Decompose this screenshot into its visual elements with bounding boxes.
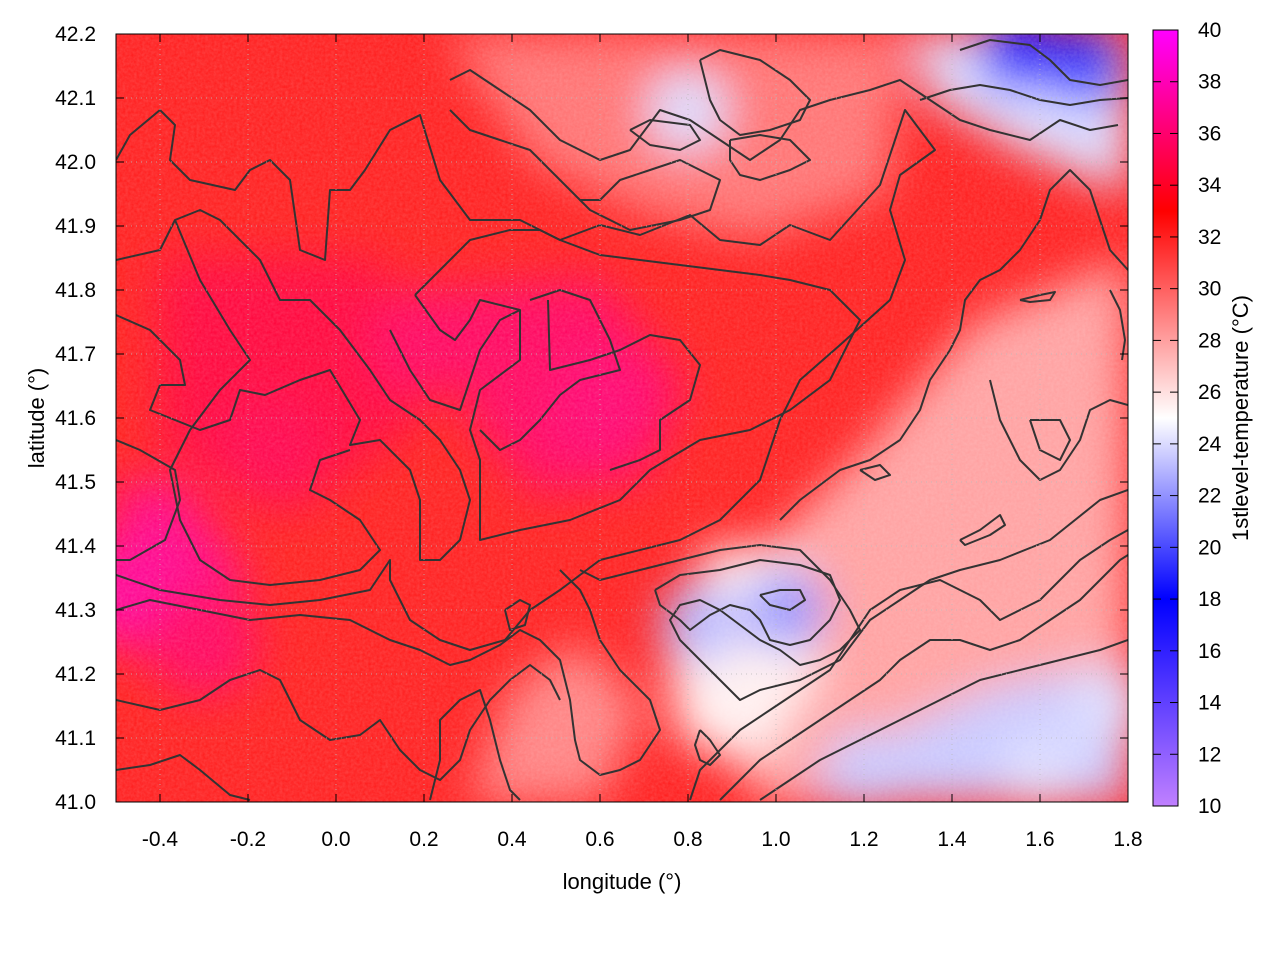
colorbar-tick-label: 36 (1198, 122, 1221, 145)
x-tick-label: 0.6 (585, 828, 614, 851)
x-tick-label: 1.2 (849, 828, 878, 851)
x-tick-label: 0.2 (409, 828, 438, 851)
contour-line (689, 529, 1128, 801)
contour-line (729, 134, 811, 181)
y-axis-label: latitude (°) (24, 368, 49, 469)
isotherm-contours (116, 39, 1128, 801)
y-tick-label: 41.5 (55, 471, 96, 494)
colorbar-tick-label: 16 (1198, 640, 1221, 663)
contour-line (629, 119, 701, 151)
contour-line (654, 559, 841, 646)
y-tick-label: 42.1 (55, 87, 96, 110)
contour-line (116, 689, 521, 801)
contour-line (504, 599, 531, 631)
y-tick-label: 41.4 (55, 535, 96, 558)
contour-line (414, 229, 861, 541)
y-tick-label: 41.1 (55, 727, 96, 750)
x-axis: -0.4 -0.2 0.0 0.2 0.4 0.6 0.8 1.0 1.2 1.4 1.6 1.8 (142, 34, 1143, 851)
contour-line (547, 299, 701, 471)
y-axis: 41.0 41.1 41.2 41.3 41.4 41.5 41.6 41.7 41.8 41.9… (55, 23, 1128, 814)
x-tick-label: -0.4 (142, 828, 179, 851)
temperature-heatmap (116, 34, 1128, 802)
colorbar-tick-label: 28 (1198, 329, 1221, 352)
contour-line (579, 489, 1128, 701)
colorbar-gradient (1152, 29, 1179, 807)
grid-lines (116, 34, 1128, 802)
contour-line (116, 209, 471, 561)
colorbar-tick-label: 20 (1198, 536, 1221, 559)
contour-line (759, 589, 806, 611)
contour-line (919, 84, 1128, 106)
x-axis-label: longitude (°) (563, 869, 682, 894)
contour-line (116, 569, 661, 776)
x-tick-label: 0.0 (321, 828, 350, 851)
colorbar-tick-label: 12 (1198, 743, 1221, 766)
contour-line (759, 639, 1128, 801)
y-tick-label: 41.7 (55, 343, 96, 366)
contour-line (694, 729, 721, 766)
x-tick-label: 0.8 (673, 828, 702, 851)
contour-line (719, 554, 1128, 801)
contour-line (959, 39, 1128, 86)
colorbar-tick-label: 40 (1198, 19, 1221, 42)
colorbar-tick-label: 18 (1198, 588, 1221, 611)
y-tick-label: 42.2 (55, 23, 96, 46)
y-tick-label: 41.2 (55, 663, 96, 686)
colorbar-tick-label: 34 (1198, 174, 1222, 197)
y-tick-label: 41.0 (55, 791, 96, 814)
y-tick-label: 41.8 (55, 279, 96, 302)
colorbar-tick-label: 14 (1198, 692, 1222, 715)
x-tick-label: 1.6 (1025, 828, 1054, 851)
x-tick-label: 1.4 (937, 828, 967, 851)
contour-line (116, 664, 561, 781)
colorbar-tick-label: 22 (1198, 485, 1221, 508)
x-tick-label: 0.4 (497, 828, 527, 851)
colorbar: 10 12 14 16 18 20 22 24 26 28 30 32 34 36 38 40 1stleve… (1152, 19, 1253, 818)
contour-line (1019, 291, 1056, 303)
colorbar-tick-label: 38 (1198, 71, 1221, 94)
x-tick-label: 1.8 (1113, 828, 1142, 851)
y-tick-label: 41.3 (55, 599, 96, 622)
colorbar-tick-label: 24 (1198, 433, 1222, 456)
y-tick-label: 41.6 (55, 407, 96, 430)
contour-line (116, 109, 936, 651)
contour-line (959, 514, 1006, 546)
x-tick-label: -0.2 (230, 828, 266, 851)
contour-line (699, 49, 811, 136)
y-tick-label: 41.9 (55, 215, 96, 238)
contour-line (1109, 289, 1126, 361)
colorbar-tick-label: 10 (1198, 795, 1221, 818)
contour-line (779, 169, 1128, 521)
contour-line (449, 109, 721, 231)
contour-line (116, 439, 181, 561)
colorbar-tick-label: 26 (1198, 381, 1221, 404)
colorbar-ticks: 10 12 14 16 18 20 22 24 26 28 30 32 34 36 38 40 (1153, 19, 1222, 818)
colorbar-tick-label: 32 (1198, 226, 1221, 249)
contour-line (169, 219, 381, 586)
contour-line (389, 289, 621, 451)
colorbar-label: 1stlevel-temperature (°C) (1228, 295, 1253, 541)
x-tick-label: 1.0 (761, 828, 790, 851)
colorbar-tick-label: 30 (1198, 278, 1221, 301)
contour-line (989, 379, 1128, 481)
contour-line (859, 464, 891, 481)
contour-line (1029, 419, 1071, 461)
y-tick-label: 42.0 (55, 151, 96, 174)
contour-line (449, 69, 1119, 161)
